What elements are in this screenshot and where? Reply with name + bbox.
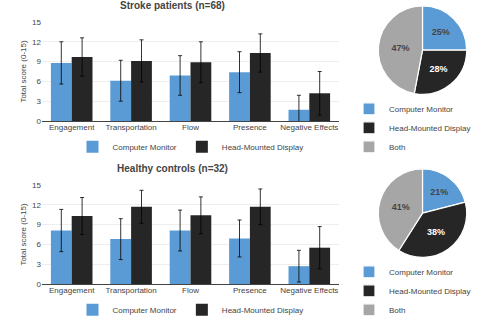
svg-text:Healthy controls (n=32): Healthy controls (n=32): [117, 163, 228, 174]
svg-text:15: 15: [32, 18, 41, 27]
svg-text:Total score (0-15): Total score (0-15): [19, 203, 28, 266]
svg-text:47%: 47%: [391, 43, 409, 53]
svg-text:Computer Monitor: Computer Monitor: [389, 268, 453, 277]
svg-text:Flow: Flow: [182, 123, 199, 132]
svg-text:0: 0: [37, 117, 42, 126]
svg-text:Total score (0-15): Total score (0-15): [19, 40, 28, 103]
svg-text:12: 12: [32, 201, 41, 210]
svg-text:41%: 41%: [392, 202, 410, 212]
svg-text:Flow: Flow: [182, 286, 199, 295]
svg-text:38%: 38%: [427, 227, 445, 237]
svg-text:Negative Effects: Negative Effects: [280, 286, 338, 295]
svg-text:Both: Both: [389, 306, 405, 315]
svg-text:Head-Mounted Display: Head-Mounted Display: [389, 287, 470, 296]
svg-text:6: 6: [37, 77, 42, 86]
svg-text:Computer Monitor: Computer Monitor: [113, 306, 177, 315]
svg-text:Engagement: Engagement: [49, 123, 95, 132]
svg-text:12: 12: [32, 38, 41, 47]
svg-text:Head-Mounted Display: Head-Mounted Display: [222, 306, 303, 315]
svg-text:Engagement: Engagement: [49, 286, 95, 295]
svg-text:25%: 25%: [432, 27, 450, 37]
svg-text:Stroke patients (n=68): Stroke patients (n=68): [120, 0, 225, 11]
svg-text:Transportation: Transportation: [105, 286, 156, 295]
svg-text:Head-Mounted Display: Head-Mounted Display: [222, 143, 303, 152]
svg-text:Head-Mounted Display: Head-Mounted Display: [389, 124, 470, 133]
svg-text:9: 9: [37, 220, 42, 229]
svg-text:21%: 21%: [430, 187, 448, 197]
svg-text:Transportation: Transportation: [105, 123, 156, 132]
svg-text:6: 6: [37, 240, 42, 249]
svg-text:3: 3: [37, 97, 42, 106]
svg-text:15: 15: [32, 181, 41, 190]
svg-text:28%: 28%: [429, 64, 447, 74]
svg-text:Presence: Presence: [233, 123, 267, 132]
svg-text:3: 3: [37, 260, 42, 269]
svg-text:9: 9: [37, 57, 42, 66]
svg-text:Negative Effects: Negative Effects: [280, 123, 338, 132]
svg-text:Both: Both: [389, 143, 405, 152]
svg-text:Computer Monitor: Computer Monitor: [389, 105, 453, 114]
svg-text:Presence: Presence: [233, 286, 267, 295]
svg-text:0: 0: [37, 280, 42, 289]
svg-text:Computer Monitor: Computer Monitor: [113, 143, 177, 152]
